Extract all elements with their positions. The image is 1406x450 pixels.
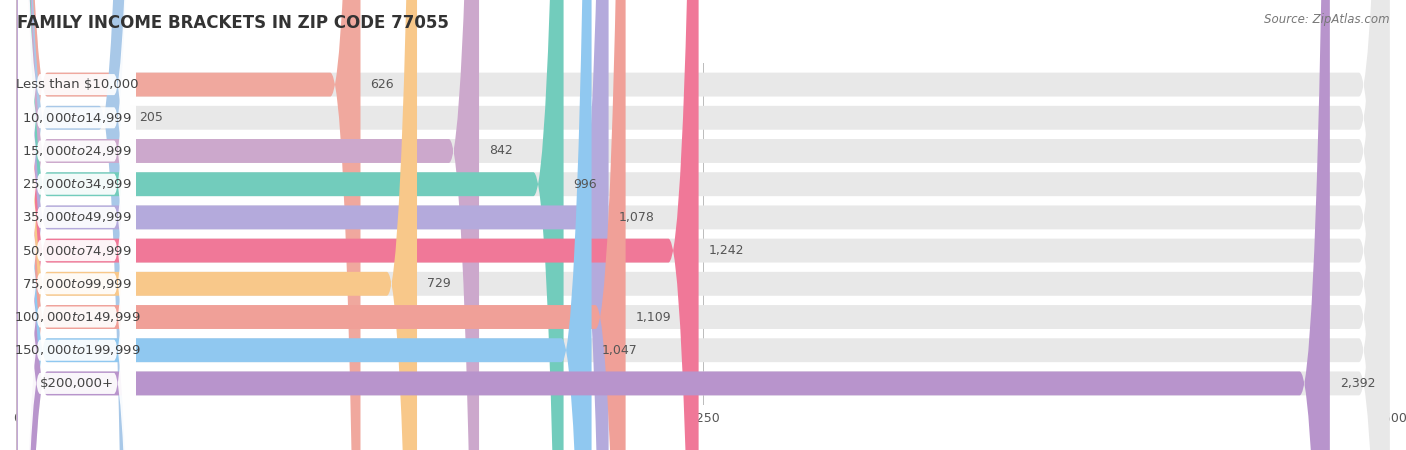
Text: 729: 729	[427, 277, 451, 290]
FancyBboxPatch shape	[17, 0, 626, 450]
Text: $150,000 to $199,999: $150,000 to $199,999	[14, 343, 141, 357]
FancyBboxPatch shape	[17, 0, 1389, 450]
Text: 2,392: 2,392	[1340, 377, 1375, 390]
FancyBboxPatch shape	[17, 0, 609, 450]
Text: $200,000+: $200,000+	[39, 377, 114, 390]
FancyBboxPatch shape	[17, 0, 129, 450]
FancyBboxPatch shape	[18, 0, 136, 450]
Text: FAMILY INCOME BRACKETS IN ZIP CODE 77055: FAMILY INCOME BRACKETS IN ZIP CODE 77055	[17, 14, 449, 32]
Text: Less than $10,000: Less than $10,000	[15, 78, 138, 91]
Text: 1,078: 1,078	[619, 211, 654, 224]
Text: 842: 842	[489, 144, 513, 158]
FancyBboxPatch shape	[18, 0, 136, 450]
FancyBboxPatch shape	[17, 0, 1389, 450]
FancyBboxPatch shape	[17, 0, 1389, 450]
Text: 1,242: 1,242	[709, 244, 744, 257]
FancyBboxPatch shape	[18, 0, 136, 450]
FancyBboxPatch shape	[18, 0, 136, 450]
Text: 205: 205	[139, 111, 163, 124]
FancyBboxPatch shape	[17, 0, 418, 450]
FancyBboxPatch shape	[18, 0, 136, 450]
FancyBboxPatch shape	[17, 0, 1389, 450]
Text: $10,000 to $14,999: $10,000 to $14,999	[22, 111, 132, 125]
FancyBboxPatch shape	[17, 0, 360, 450]
Text: $100,000 to $149,999: $100,000 to $149,999	[14, 310, 141, 324]
FancyBboxPatch shape	[18, 0, 136, 450]
Text: 1,109: 1,109	[636, 310, 671, 324]
Text: $50,000 to $74,999: $50,000 to $74,999	[22, 243, 132, 257]
FancyBboxPatch shape	[17, 0, 1389, 450]
FancyBboxPatch shape	[17, 0, 479, 450]
FancyBboxPatch shape	[17, 0, 1389, 450]
Text: $15,000 to $24,999: $15,000 to $24,999	[22, 144, 132, 158]
FancyBboxPatch shape	[17, 0, 592, 450]
FancyBboxPatch shape	[17, 0, 1389, 450]
Text: 1,047: 1,047	[602, 344, 637, 357]
FancyBboxPatch shape	[17, 0, 1389, 450]
FancyBboxPatch shape	[18, 0, 136, 450]
FancyBboxPatch shape	[17, 0, 1389, 450]
FancyBboxPatch shape	[18, 0, 136, 450]
FancyBboxPatch shape	[18, 0, 136, 450]
Text: $75,000 to $99,999: $75,000 to $99,999	[22, 277, 132, 291]
FancyBboxPatch shape	[17, 0, 1389, 450]
Text: Source: ZipAtlas.com: Source: ZipAtlas.com	[1264, 14, 1389, 27]
Text: 996: 996	[574, 178, 598, 191]
Text: $25,000 to $34,999: $25,000 to $34,999	[22, 177, 132, 191]
FancyBboxPatch shape	[17, 0, 1330, 450]
Text: 626: 626	[370, 78, 394, 91]
Text: $35,000 to $49,999: $35,000 to $49,999	[22, 211, 132, 225]
FancyBboxPatch shape	[17, 0, 564, 450]
FancyBboxPatch shape	[18, 0, 136, 450]
FancyBboxPatch shape	[17, 0, 699, 450]
